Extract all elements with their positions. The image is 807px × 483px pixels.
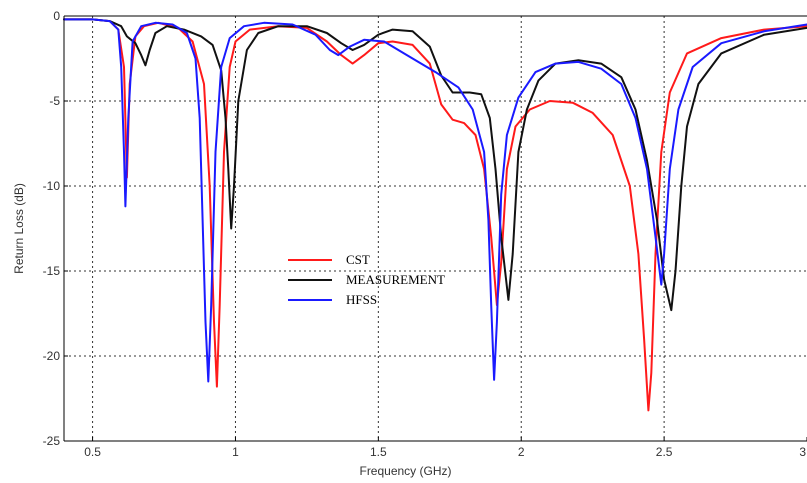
- plot-area: [64, 16, 807, 441]
- legend-label-measurement: MEASUREMENT: [346, 272, 445, 287]
- grid: [64, 16, 807, 441]
- legend: CST MEASUREMENT HFSS: [288, 252, 445, 307]
- plot-frame: [63, 15, 807, 442]
- legend-label-hfss: HFSS: [346, 292, 377, 307]
- x-tick-label: 3: [799, 445, 806, 459]
- x-tick-label: 0.5: [84, 445, 101, 459]
- y-tick-label: 0: [53, 9, 60, 23]
- y-tick-label: -15: [43, 264, 61, 278]
- x-axis-label: Frequency (GHz): [359, 464, 451, 478]
- y-tick-label: -25: [43, 434, 61, 448]
- series-line-measurement: [63, 18, 807, 312]
- tick-labels: 0.5 1 1.5 2 2.5 3 0 -5 -10 -15 -20 -25: [43, 9, 807, 459]
- x-tick-label: 2.5: [656, 445, 673, 459]
- x-tick-label: 2: [518, 445, 525, 459]
- y-tick-label: -20: [43, 349, 61, 363]
- x-tick-label: 1: [232, 445, 239, 459]
- series-line-hfss: [63, 18, 807, 383]
- series-lines: [63, 18, 807, 412]
- series-line-cst: [63, 18, 807, 412]
- y-tick-label: -10: [43, 179, 61, 193]
- y-axis-label: Return Loss (dB): [12, 183, 26, 274]
- legend-label-cst: CST: [346, 252, 370, 267]
- x-tick-label: 1.5: [370, 445, 387, 459]
- y-tick-label: -5: [49, 94, 60, 108]
